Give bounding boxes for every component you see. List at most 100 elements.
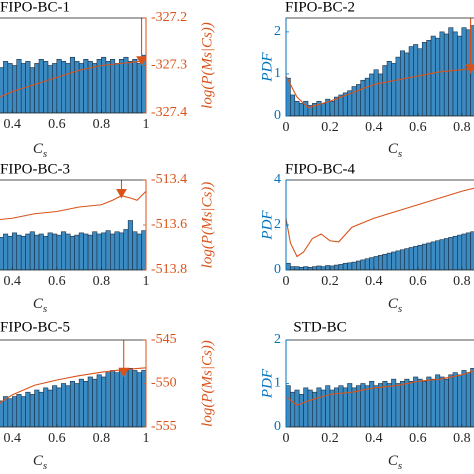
y2-tick-label: -327.2: [151, 10, 187, 25]
histogram-bar: [356, 385, 362, 427]
histogram-bar: [105, 372, 111, 427]
histogram-bar: [373, 385, 379, 427]
y2-tick-label: -513.4: [151, 172, 187, 187]
histogram-bar: [435, 37, 441, 116]
histogram-bar: [52, 233, 58, 270]
histogram-bar: [452, 372, 458, 427]
histogram-bar: [382, 253, 388, 270]
x-label-sub: s: [43, 460, 47, 472]
histogram-bar: [61, 231, 67, 270]
histogram-bar: [96, 59, 102, 113]
histogram-bar: [360, 79, 366, 116]
histogram-bar: [141, 54, 146, 113]
histogram-bar: [3, 396, 9, 427]
y2-tick-label: -513.8: [151, 262, 187, 277]
histogram-bar: [56, 234, 62, 270]
x-tick-label: 1: [143, 117, 150, 132]
x-label: Cs: [33, 296, 47, 314]
histogram-bar: [342, 262, 348, 270]
histogram-bar: [105, 230, 111, 270]
x-tick-label: 0.8: [93, 117, 111, 132]
histogram-bar: [312, 391, 318, 427]
histogram-bar: [118, 59, 125, 113]
y-tick-label: 0: [274, 262, 281, 277]
y-tick-label: 4: [274, 172, 281, 187]
x-tick-label: 0.8: [93, 431, 111, 446]
histogram-bar: [47, 65, 53, 113]
histogram-bar: [7, 235, 13, 270]
marker: [118, 367, 130, 378]
histogram-bar: [399, 381, 405, 427]
plot: [0, 18, 146, 113]
histogram-bar: [470, 367, 474, 427]
histogram-bar: [16, 59, 22, 113]
histogram-bar: [465, 372, 471, 427]
histogram-bar: [294, 389, 300, 427]
x-label: Cs: [388, 296, 402, 314]
histogram-bar: [3, 233, 9, 270]
histogram-bar: [105, 61, 111, 113]
y2-tick-label: -513.6: [151, 217, 187, 232]
histogram-bar: [448, 237, 454, 270]
histogram-bar: [290, 266, 296, 270]
y2-label: log(P(Ms|Cs)): [199, 182, 215, 269]
histogram-bar: [74, 61, 80, 113]
histogram-bar: [378, 73, 383, 116]
histogram-bar: [136, 63, 142, 113]
x-tick-label: 0.4: [365, 274, 383, 289]
histogram-bar: [294, 266, 300, 270]
histogram-bar: [65, 63, 71, 113]
histogram-bar: [430, 378, 436, 427]
histogram-bar: [29, 394, 35, 427]
x-tick-label: 0.6: [409, 274, 427, 289]
x-label-sub: s: [398, 303, 402, 315]
histogram-bar: [457, 35, 463, 116]
histogram-bar: [38, 391, 44, 427]
histogram-bar: [426, 39, 432, 116]
x-tick-label: 1: [143, 274, 150, 289]
histogram-bar: [110, 370, 116, 427]
histogram-bar: [92, 231, 98, 270]
histogram-bar: [373, 69, 379, 116]
histogram-bar: [83, 233, 89, 270]
histogram-bar: [391, 63, 397, 116]
histogram-bar: [373, 256, 379, 270]
histogram-bar: [325, 385, 331, 427]
line: [286, 370, 474, 406]
histogram-bar: [404, 378, 410, 427]
histogram-bar: [448, 374, 454, 427]
x-label-main: C: [33, 296, 44, 312]
histogram-bar: [448, 27, 454, 116]
x-tick-label: 0.8: [453, 431, 471, 446]
x-tick-label: 0.2: [321, 274, 339, 289]
x-tick-label: 0.2: [321, 120, 339, 135]
histogram-bar: [395, 383, 401, 427]
histogram-bar: [118, 367, 125, 427]
histogram-bar: [351, 261, 357, 270]
histogram-bar: [461, 370, 467, 427]
histogram-bar: [20, 396, 26, 427]
histogram-bar: [408, 381, 414, 427]
histogram-bar: [25, 391, 31, 427]
histogram-bar: [43, 61, 49, 113]
histogram-bar: [342, 387, 348, 427]
histogram-bar: [307, 389, 313, 427]
histogram-bar: [52, 385, 58, 427]
histogram-bar: [470, 231, 474, 270]
histogram-bar: [338, 385, 344, 427]
histogram-bar: [329, 389, 335, 427]
histogram-bar: [110, 233, 116, 270]
histogram-bar: [369, 73, 375, 116]
histogram-bar: [16, 394, 22, 427]
histogram-bar: [320, 103, 326, 116]
x-tick-label: 0.6: [48, 274, 66, 289]
x-tick-label: 0.8: [453, 274, 471, 289]
histogram-bar: [452, 235, 458, 270]
chart-title: FIPO-BC-2: [285, 0, 355, 15]
histogram-bar: [329, 265, 335, 270]
histogram-bar: [47, 389, 53, 427]
histogram-bar: [3, 61, 9, 113]
x-tick-label: 0.2: [321, 431, 339, 446]
histogram-bar: [417, 244, 423, 270]
histogram-bar: [87, 376, 93, 427]
